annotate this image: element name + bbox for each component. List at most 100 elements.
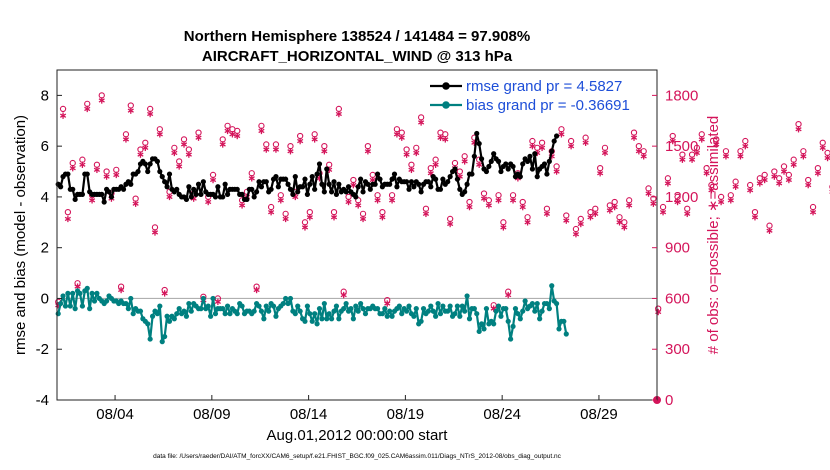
rmse-point [437,186,444,192]
rmse-point [328,189,335,195]
bias-point [89,290,95,296]
bias-point [307,311,313,317]
bias-point [130,311,136,317]
obs-possible-marker [780,163,788,170]
obs-assimilated-marker [379,214,386,221]
obs-assimilated-marker [98,97,105,104]
rmse-point [471,153,477,159]
rmse-point [331,179,337,185]
obs-assimilated-marker [277,197,284,204]
obs-assimilated-marker [751,214,759,221]
bias-point [399,311,405,317]
rmse-point [520,161,526,167]
obs-assimilated-marker [79,161,86,168]
obs-assimilated-marker [524,219,531,226]
bias-point [353,303,359,309]
bias-point [474,311,480,317]
bias-point [157,303,163,309]
obs-assimilated-marker [635,148,642,155]
obs-assimilated-marker [587,214,594,221]
bias-point [72,306,78,312]
obs-assimilated-marker [563,217,570,224]
rmse-point [452,166,458,172]
obs-assimilated-marker [606,207,613,214]
rmse-point [464,181,470,187]
rmse-point [425,179,431,185]
rmse-point [498,168,504,175]
obs-assimilated-marker [795,126,802,133]
bias-point [512,306,519,312]
rmse-point [391,171,398,177]
obs-assimilated-marker [238,202,246,209]
bias-point [312,311,318,317]
obs-assimilated-marker [601,149,609,157]
rmse-point [549,148,555,154]
obs-assimilated-marker [432,161,439,168]
obs-possible-marker [737,148,744,155]
rmse-point [79,191,86,197]
x-axis-label: Aug.01,2012 00:00:00 start [267,427,449,444]
obs-assimilated-marker [422,210,430,218]
bias-point [302,318,308,324]
obs-possible-marker [684,205,691,212]
obs-assimilated-marker [664,180,671,187]
bias-point [553,300,560,307]
obs-assimilated-marker [645,190,652,197]
obs-possible-marker [824,149,830,157]
bias-point [208,313,214,319]
obs-possible-marker [64,209,72,216]
bias-point [493,308,499,314]
bias-point [123,300,129,307]
obs-assimilated-marker [577,220,584,228]
bias-point [440,303,446,309]
bias-point [324,316,330,322]
obs-assimilated-marker [776,180,783,187]
obs-assimilated-marker [713,141,720,148]
bias-point [447,303,453,309]
obs-assimilated-marker [800,153,807,160]
rmse-point [234,186,240,192]
obs-assimilated-marker [447,220,454,228]
rmse-point [302,176,308,182]
rmse-point [292,174,298,180]
bias-point [495,303,502,309]
bias-point [433,313,439,319]
obs-assimilated-marker [626,202,633,209]
obs-assimilated-marker [718,198,725,206]
bias-point [280,300,286,307]
obs-assimilated-marker [137,151,144,158]
obs-possible-marker [727,192,734,199]
bias-point [350,316,356,322]
rmse-point [534,174,540,180]
obs-assimilated-marker [708,186,715,194]
obs-assimilated-marker [161,290,168,297]
rmse-point [360,189,366,195]
obs-assimilated-marker [568,142,575,150]
rmse-point [406,186,412,192]
x-axis-ticks: 08/04 08/09 08/14 08/19 08/24 08/29 [96,395,618,423]
obs-assimilated-marker [64,215,71,223]
obs-assimilated-marker [703,170,710,177]
obs-assimilated-marker [742,142,749,150]
rmse-point [183,196,190,203]
obs-assimilated-marker [69,164,76,172]
rmse-point [469,171,475,177]
y-axis-left-ticks: -4 -2 0 2 4 6 8 [36,87,62,409]
bias-point [188,308,194,314]
obs-assimilated-marker [684,210,691,218]
bias-point [183,313,190,319]
rmse-point [343,189,349,195]
obs-assimilated-marker [93,166,101,174]
rmse-point [353,194,359,200]
bias-point [287,295,294,302]
rmse-point [510,163,516,170]
obs-assimilated-marker [771,173,778,180]
obs-assimilated-marker [476,161,483,168]
rmse-point [326,181,332,187]
bias-point [515,311,521,317]
bias-point [517,316,523,322]
bias-point [149,313,156,319]
bias-point [285,300,291,307]
obs-assimilated-marker [529,142,536,150]
rmse-point [372,181,378,187]
